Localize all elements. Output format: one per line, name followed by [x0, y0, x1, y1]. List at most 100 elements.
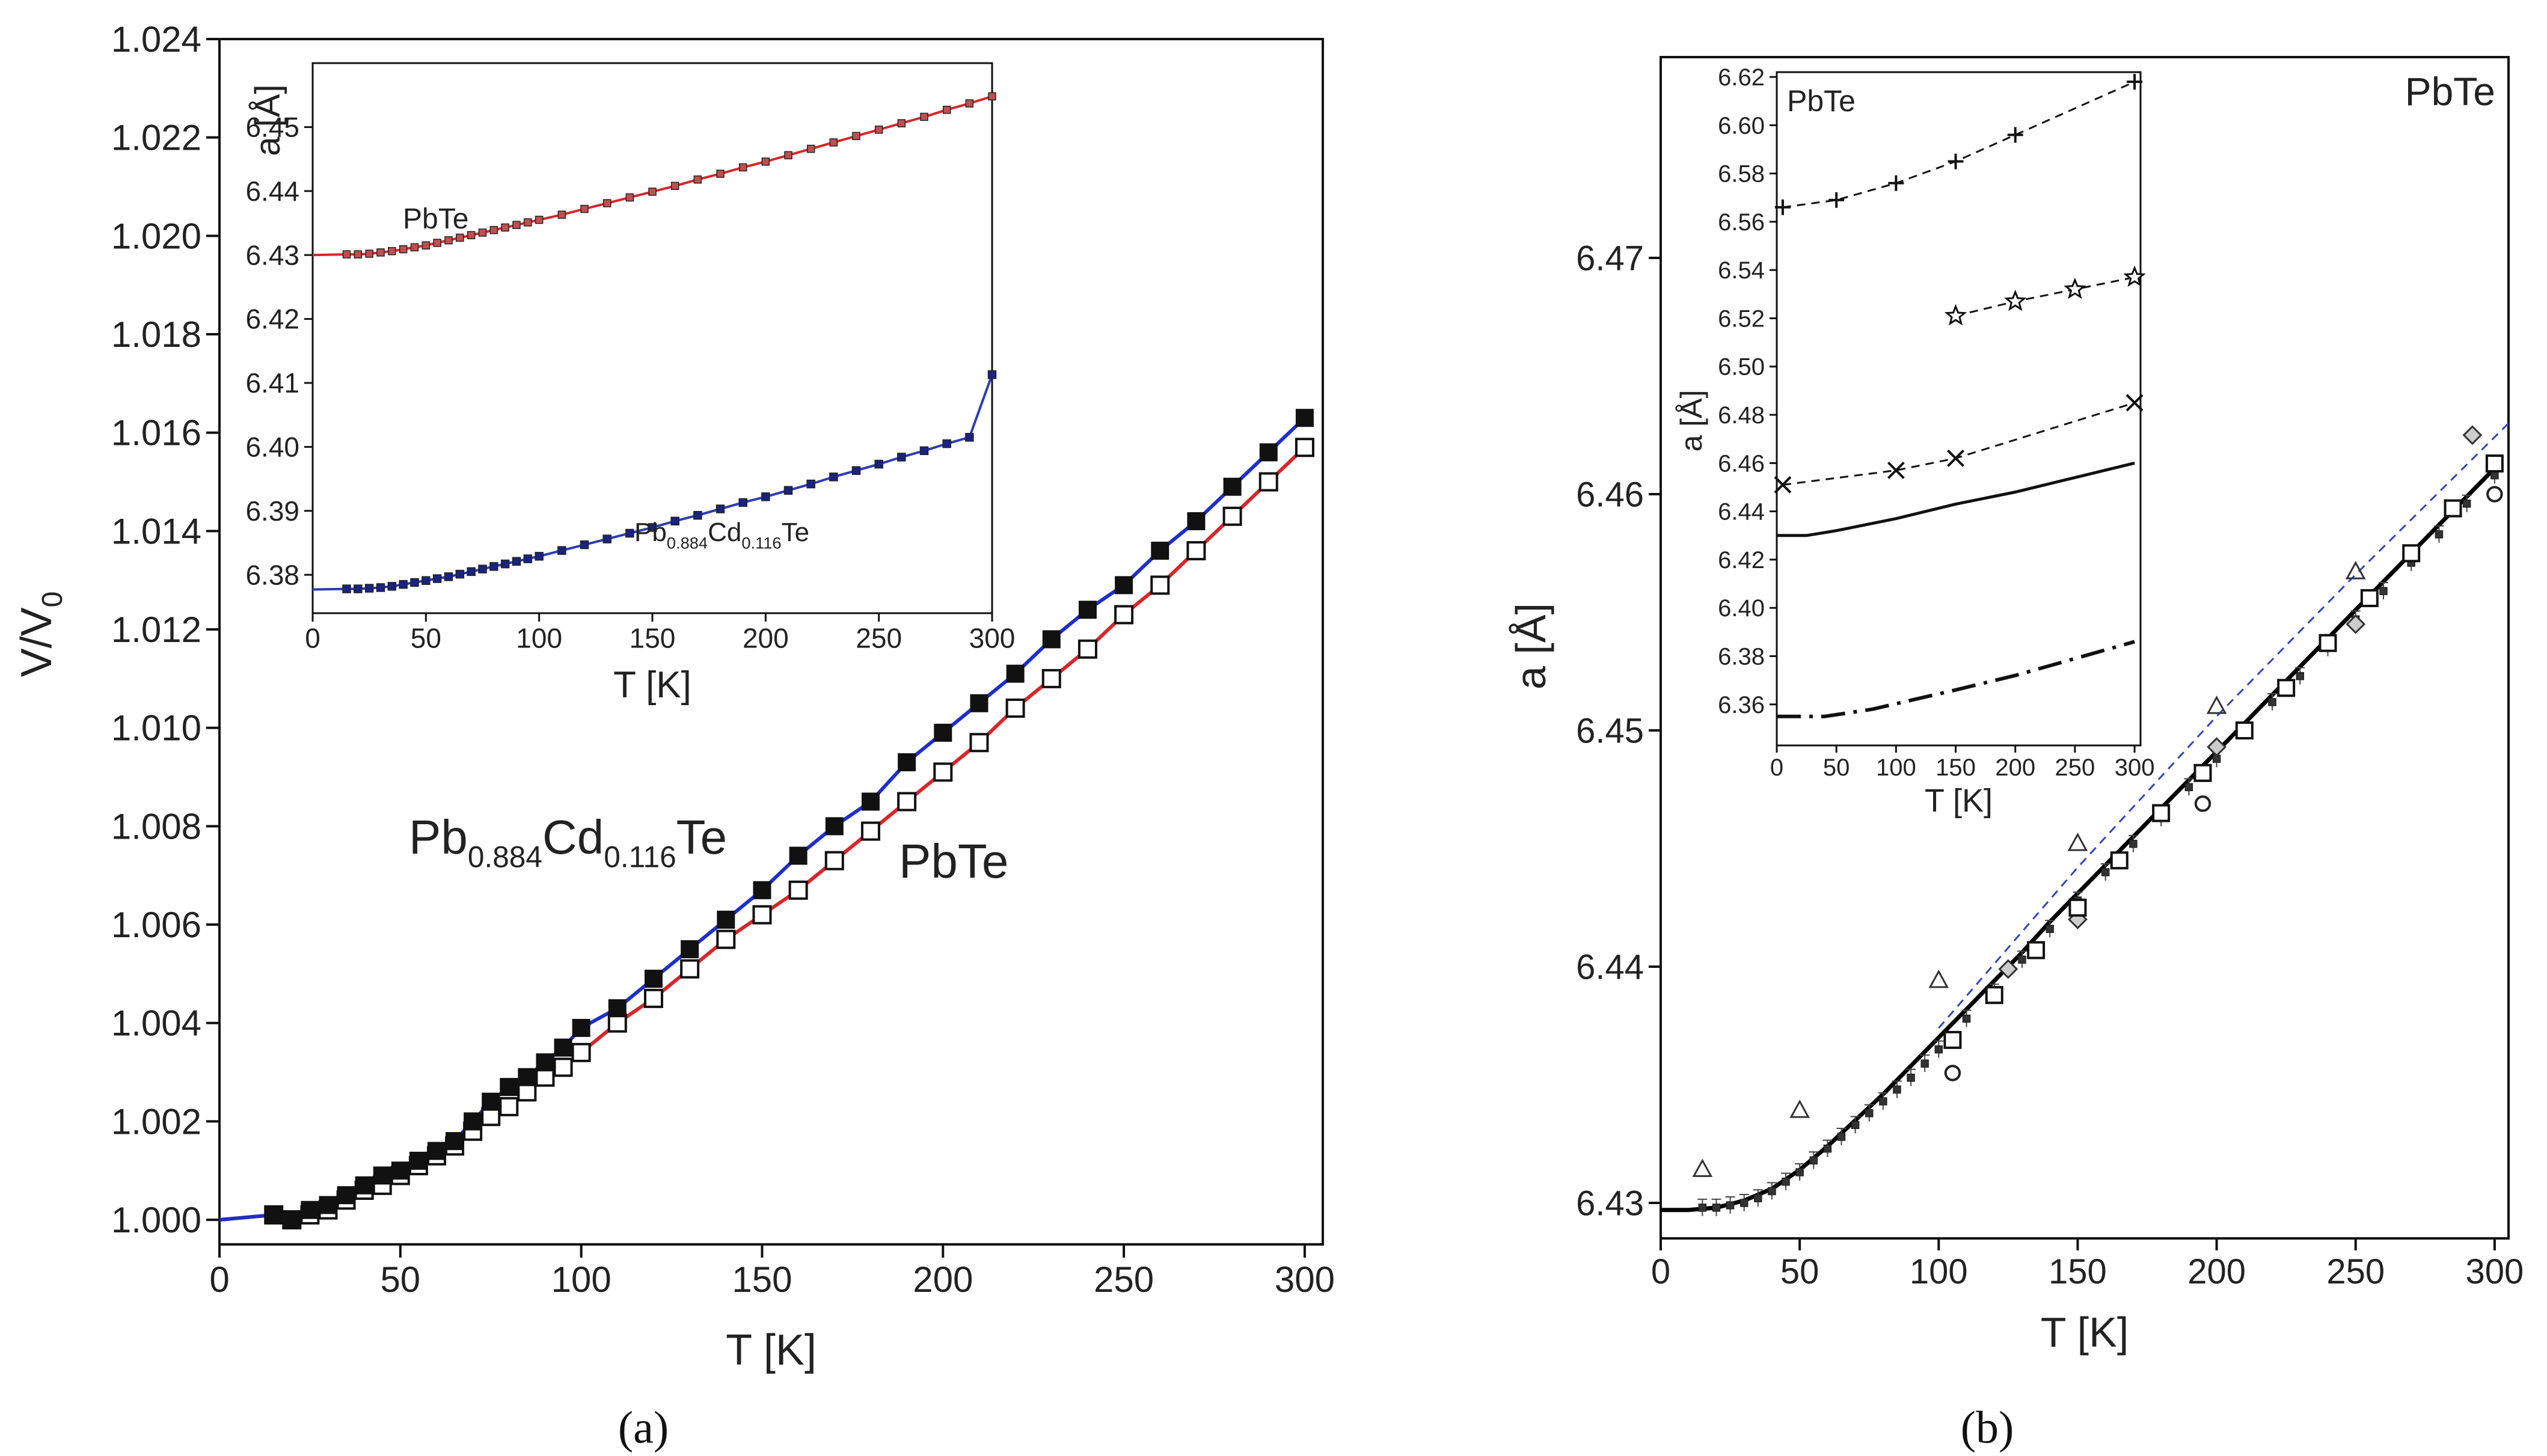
data-point: [387, 582, 397, 591]
data-point: [500, 1078, 518, 1097]
data-point: [897, 453, 906, 462]
x-tick-label: 0: [209, 1259, 229, 1300]
y-tick-label: 6.40: [1718, 595, 1765, 622]
data-point: [602, 199, 611, 207]
data-point: [648, 188, 657, 196]
data-point: [580, 204, 589, 213]
data-point: [482, 1092, 500, 1111]
y-tick-label: 6.42: [1718, 547, 1765, 574]
data-point: [1186, 541, 1206, 561]
x-tick-label: 150: [2049, 1252, 2107, 1291]
text-part: Cd: [708, 518, 741, 547]
data-point: [1187, 512, 1206, 530]
b-inset-x-axis-label: T [K]: [1925, 783, 1993, 819]
data-point: [829, 138, 838, 147]
plot-frame: [1660, 56, 2510, 1240]
data-point: [1920, 1059, 1929, 1068]
data-point: [265, 1205, 283, 1224]
data-point: [933, 762, 953, 782]
text-part: Te: [782, 518, 809, 547]
data-point: [874, 125, 883, 134]
data-point: [788, 880, 808, 900]
data-point: [670, 182, 679, 191]
x-tick-label: 100: [1876, 754, 1916, 781]
y-tick-label: 6.58: [1718, 161, 1765, 188]
b-y-axis-label: a [Å]: [1507, 603, 1554, 690]
panel-b-label: (b): [1961, 1402, 2014, 1453]
data-point: [2462, 500, 2471, 508]
data-point: [965, 433, 974, 442]
data-point: [2444, 499, 2462, 518]
data-point: [554, 1038, 572, 1057]
data-point: [2046, 925, 2054, 933]
subscript: 0.884: [468, 840, 542, 873]
x-tick-label: 200: [2187, 1252, 2246, 1291]
y-label-sub: 0: [37, 592, 69, 608]
data-point: [1042, 630, 1061, 649]
data-point: [399, 580, 408, 589]
x-tick-label: 300: [2465, 1252, 2524, 1291]
subscript: 0.116: [604, 840, 676, 873]
b-inset-line-plus: [1782, 81, 2135, 209]
panel-a-label: (a): [618, 1402, 669, 1453]
data-point: [535, 215, 544, 224]
data-point: [1907, 1074, 1915, 1082]
y-tick-label: 6.56: [1718, 209, 1765, 236]
data-point: [319, 1196, 337, 1214]
y-tick-label: 1.022: [111, 118, 201, 158]
data-point: [1295, 409, 1314, 427]
data-point: [919, 446, 929, 456]
text-part: Te: [676, 810, 728, 864]
data-point: [523, 554, 533, 563]
x-tick-label: 0: [1651, 1252, 1670, 1291]
data-point: [2007, 127, 2023, 143]
y-tick-label: 6.38: [1718, 643, 1765, 670]
data-point: [2129, 839, 2138, 848]
data-point: [1934, 1045, 1943, 1054]
data-point: [2490, 471, 2499, 480]
data-point: [644, 970, 663, 988]
data-point: [2068, 898, 2087, 917]
data-point: [399, 245, 408, 254]
inset-y-axis-label: a [Å]: [248, 84, 287, 156]
y-tick-label: 1.024: [111, 19, 201, 60]
b-inset-line-solid: [1777, 461, 2135, 537]
data-point: [716, 170, 725, 178]
data-point: [500, 559, 510, 569]
data-point: [410, 578, 419, 587]
subscript: 0.884: [667, 533, 708, 552]
data-point: [365, 249, 373, 258]
data-point: [2184, 783, 2193, 792]
y-tick-label: 6.52: [1718, 305, 1765, 332]
data-point: [1712, 1204, 1721, 1212]
b-title-pbte: PbTe: [2405, 69, 2495, 114]
data-point: [1774, 476, 1792, 494]
data-point: [738, 163, 747, 172]
data-point: [518, 1068, 536, 1086]
b-inset-y-axis-label: a [Å]: [1675, 390, 1708, 452]
data-point: [693, 510, 702, 520]
data-point: [444, 572, 453, 581]
data-point: [789, 846, 808, 865]
data-point: [851, 466, 861, 475]
data-point: [1151, 542, 1169, 560]
data-point: [969, 733, 989, 753]
data-point: [1739, 1199, 1749, 1207]
data-point: [1223, 477, 1242, 496]
data-point: [2319, 634, 2337, 652]
y-tick-label: 1.010: [111, 708, 201, 748]
x-tick-label: 250: [856, 623, 902, 654]
data-point: [2152, 804, 2171, 822]
y-tick-label: 6.47: [1576, 239, 1644, 278]
data-point: [2268, 698, 2276, 706]
text-part: Cd: [542, 810, 604, 864]
data-point: [376, 248, 385, 257]
data-point: [1928, 969, 1949, 988]
data-point: [1698, 1204, 1707, 1212]
data-point: [716, 504, 725, 513]
inset-x-axis-label: T [K]: [613, 664, 691, 706]
data-point: [2110, 851, 2129, 870]
y-tick-label: 1.012: [111, 610, 201, 650]
y-tick-label: 1.004: [111, 1003, 201, 1044]
